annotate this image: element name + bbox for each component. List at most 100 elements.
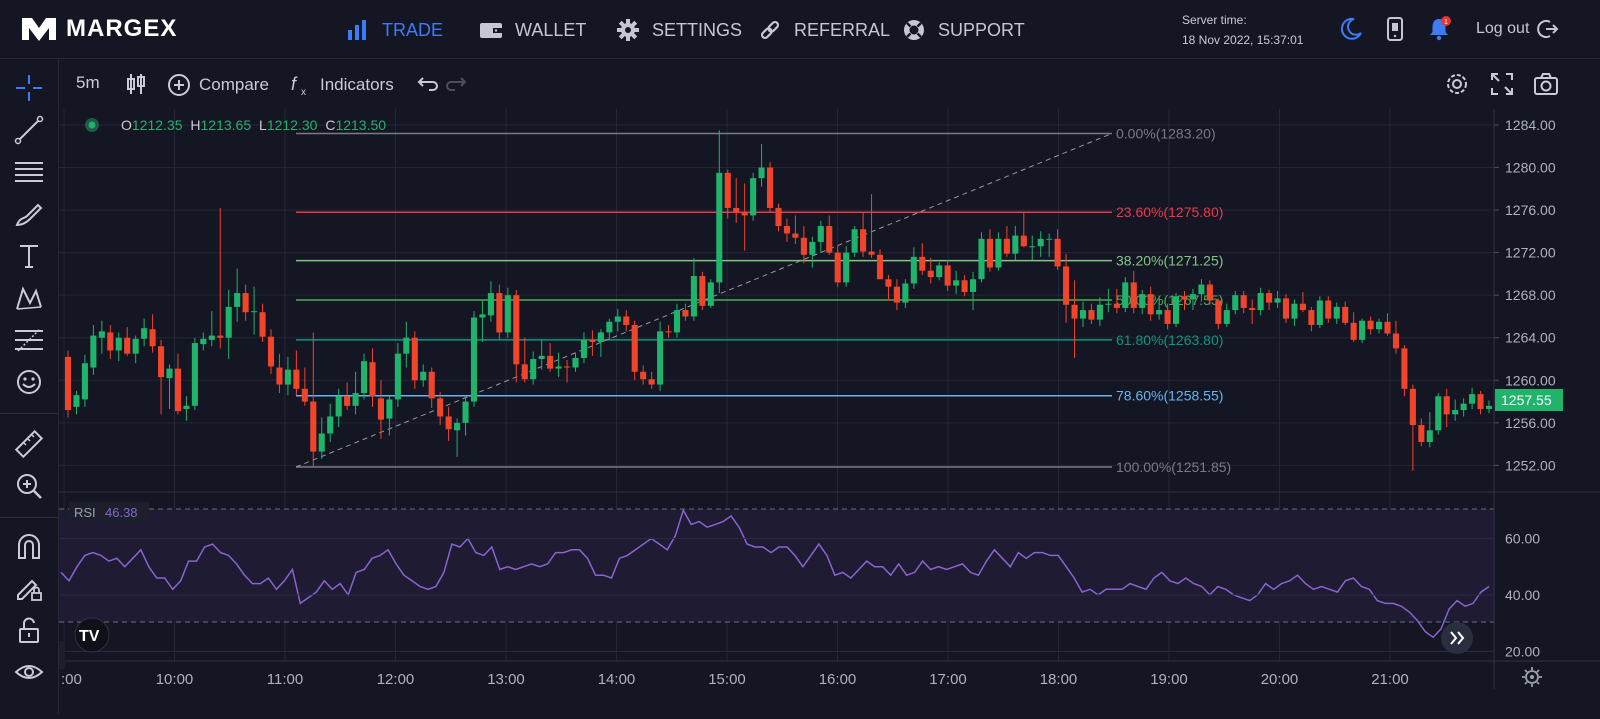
bell-icon[interactable]: 1: [1426, 16, 1452, 42]
nav-referral[interactable]: REFERRAL: [758, 18, 890, 42]
axis-settings-icon[interactable]: [1522, 667, 1542, 687]
candle-body: [640, 371, 647, 380]
candle-body: [284, 369, 291, 385]
fib-level-label: 61.80%(1263.80): [1116, 332, 1223, 348]
collapse-panel-button[interactable]: [55, 641, 65, 669]
logout-label: Log out: [1476, 20, 1530, 37]
fib-trend-line[interactable]: [295, 133, 1113, 468]
price-axis[interactable]: 1284.00 1280.00 1276.00 1272.00 1268.00 1264.…: [1494, 117, 1556, 473]
brand-logo[interactable]: MARGEX: [20, 14, 177, 44]
time-tick-label: 17:00: [929, 671, 967, 688]
candle-body: [1130, 282, 1137, 308]
candle-body: [1435, 396, 1442, 431]
close-value: 1213.50: [335, 117, 386, 133]
candle-body: [1350, 322, 1357, 340]
double-chevron-right-icon: [1450, 631, 1465, 645]
candle-body: [995, 238, 1002, 268]
close-label: C: [325, 117, 335, 133]
ruler-icon[interactable]: [14, 429, 44, 459]
candle-body: [403, 337, 410, 354]
candle-body: [90, 335, 97, 368]
gear-icon: [617, 19, 639, 41]
horizontal-lines-icon[interactable]: [14, 157, 44, 187]
nav-trade[interactable]: TRADE: [346, 18, 443, 42]
candle-body: [276, 367, 283, 385]
candle-body: [360, 361, 368, 394]
candle-body: [563, 366, 571, 368]
camera-icon[interactable]: [1533, 71, 1559, 97]
candle-body: [978, 238, 985, 280]
tradingview-logo-icon[interactable]: [74, 617, 110, 653]
candle-body: [792, 233, 799, 238]
open-label: O: [121, 117, 132, 133]
candle-body: [208, 335, 215, 340]
rsi-tick-label: 40.00: [1505, 587, 1540, 603]
bar-chart-icon: [348, 20, 366, 40]
compare-button[interactable]: Compare: [167, 73, 269, 97]
high-label: H: [190, 117, 200, 133]
candle-body: [673, 310, 681, 333]
price-chart[interactable]: 0.00%(1283.20) 23.60%(1275.80) 38.20%(1271…: [55, 109, 1600, 714]
magnet-icon[interactable]: [14, 531, 44, 561]
candle-body: [310, 401, 317, 452]
candle-body: [580, 339, 588, 358]
eye-icon[interactable]: [14, 657, 44, 687]
mobile-app-icon[interactable]: [1382, 16, 1408, 42]
lock-drawings-icon[interactable]: [14, 573, 44, 603]
candle-body: [470, 317, 478, 402]
rsi-legend-bg: [69, 502, 149, 522]
chart-area[interactable]: 0.00%(1283.20) 23.60%(1275.80) 38.20%(1271…: [55, 109, 1600, 714]
fib-retracement-icon[interactable]: [14, 325, 44, 355]
candle-body: [657, 331, 664, 385]
interval-label: 5m: [76, 73, 100, 92]
candle-body: [1367, 320, 1374, 330]
zoom-in-icon[interactable]: [14, 471, 44, 501]
candle-body: [1079, 310, 1087, 319]
nav-label: WALLET: [515, 19, 587, 40]
redo-icon[interactable]: [445, 71, 471, 97]
candle-body: [919, 256, 926, 271]
trend-line-icon[interactable]: [14, 115, 44, 145]
candles-type-icon[interactable]: [123, 71, 149, 97]
interval-button[interactable]: 5m: [76, 73, 100, 93]
candle-body: [318, 433, 325, 452]
candle-body: [1206, 284, 1213, 301]
fib-level-label: 78.60%(1258.55): [1116, 388, 1223, 404]
candle-body: [1147, 294, 1154, 315]
candle-body: [860, 229, 867, 252]
pattern-tool-icon[interactable]: [14, 283, 44, 313]
undo-icon[interactable]: [413, 71, 439, 97]
nav-wallet[interactable]: WALLET: [479, 18, 586, 42]
candle-body: [377, 398, 385, 420]
candle-body: [1122, 282, 1129, 308]
moon-icon[interactable]: [1338, 16, 1364, 42]
candle-body: [530, 359, 537, 380]
link-icon: [760, 20, 780, 40]
unlock-icon[interactable]: [14, 615, 44, 645]
time-tick-label: 15:00: [708, 671, 746, 688]
fib-level-label: 0.00%(1283.20): [1116, 125, 1216, 141]
candlesticks: [64, 130, 1493, 471]
fullscreen-icon[interactable]: [1489, 71, 1515, 97]
candle-body: [301, 388, 308, 402]
candle-body: [1105, 303, 1112, 305]
time-axis[interactable]: :00 10:00 11:00 12:00 13:00 14:00 15:00 16:00 17…: [61, 671, 1409, 688]
brush-icon[interactable]: [14, 199, 44, 229]
candle-body: [893, 286, 900, 303]
nav-settings[interactable]: SETTINGS: [616, 18, 742, 42]
candle-body: [1215, 300, 1222, 324]
candle-body: [251, 311, 258, 313]
candle-body: [1063, 266, 1070, 305]
candle-body: [538, 355, 545, 360]
crosshair-icon[interactable]: [14, 73, 44, 103]
price-tick-label: 1260.00: [1505, 372, 1556, 388]
time-tick-label: 14:00: [598, 671, 636, 688]
logout-button[interactable]: Log out: [1476, 18, 1559, 40]
chart-settings-icon[interactable]: [1444, 71, 1470, 97]
price-tick-label: 1272.00: [1505, 245, 1556, 261]
text-tool-icon[interactable]: [14, 241, 44, 271]
nav-support[interactable]: SUPPORT: [902, 18, 1025, 42]
smiley-icon[interactable]: [14, 367, 44, 397]
candle-body: [428, 371, 435, 399]
